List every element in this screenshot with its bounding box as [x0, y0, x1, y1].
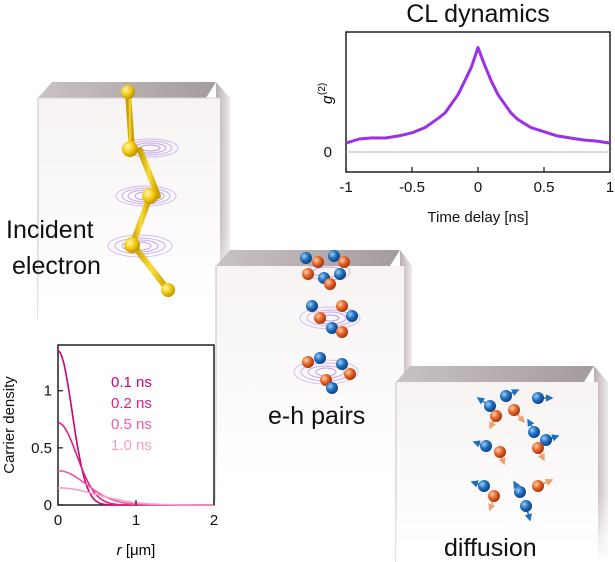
chart1-xtick-label: 0.5: [534, 179, 555, 196]
incident-electron-path: [121, 85, 175, 297]
label-diffusion: diffusion: [444, 534, 537, 562]
electron-ball: [142, 188, 158, 204]
chart2-ytick-label: 1: [44, 383, 52, 400]
sample-block-2: [215, 250, 412, 500]
label-incident-line1: Incident: [6, 216, 94, 244]
chart1-ylabel: g (2): [317, 83, 336, 104]
electron-ball: [161, 283, 175, 297]
chart1-series-g2: [345, 46, 611, 145]
label-incident-line2: electron: [12, 252, 101, 280]
chart2-xtick-label: 1: [132, 512, 140, 529]
electron-ball: [122, 141, 138, 157]
chart1-ylabel-sup: (2): [317, 83, 328, 95]
label-eh-pairs: e-h pairs: [268, 402, 365, 430]
chart2-ytick-label: 0.5: [31, 440, 52, 457]
sample-block-3: [395, 366, 608, 562]
sample-block-1: [37, 82, 230, 320]
chart1-xtick-label: -0.5: [399, 179, 425, 196]
chart2-xlabel-main: r: [117, 542, 123, 559]
chart1-ylabel-main: g: [319, 95, 336, 104]
diffusion-particles: [470, 389, 560, 522]
chart2-legend-entry: 0.2 ns: [111, 395, 152, 412]
chart1-xtick-label: 1: [606, 179, 614, 196]
chart1-xtick-label: -1: [339, 179, 352, 196]
chart2-legend-entry: 0.5 ns: [111, 416, 152, 433]
chart1-frame: [345, 31, 611, 173]
chart1-xtick-label: 0: [474, 179, 482, 196]
chart2-xtick-label: 0: [54, 512, 62, 529]
electron-ball: [124, 237, 140, 253]
chart2-xlabel: r [μm]: [117, 542, 156, 559]
chart1-xlabel: Time delay [ns]: [427, 209, 528, 226]
carrier-density-chart: 0 1 2 0 0.5 1 0.1 ns 0.2 ns 0.5 ns 1.0 ns r [μm]…: [1, 344, 218, 559]
electron-ball: [121, 85, 135, 99]
eh-pair-particles: [300, 250, 358, 394]
chart2-xtick-label: 2: [210, 512, 218, 529]
chart2-legend-entry: 0.1 ns: [111, 374, 152, 391]
block-3-top: [396, 366, 594, 382]
chart1-title: CL dynamics: [406, 0, 550, 28]
cl-dynamics-chart: CL dynamics -1 -0.5 0 0.5 1 0 Time delay [ns…: [317, 0, 614, 226]
chart2-xlabel-unit: [μm]: [122, 542, 156, 559]
chart2-ylabel: Carrier density: [1, 376, 18, 474]
chart2-ytick-label: 0: [44, 497, 52, 514]
chart2-legend-entry: 1.0 ns: [111, 437, 152, 454]
chart1-ytick-label: 0: [324, 144, 332, 161]
